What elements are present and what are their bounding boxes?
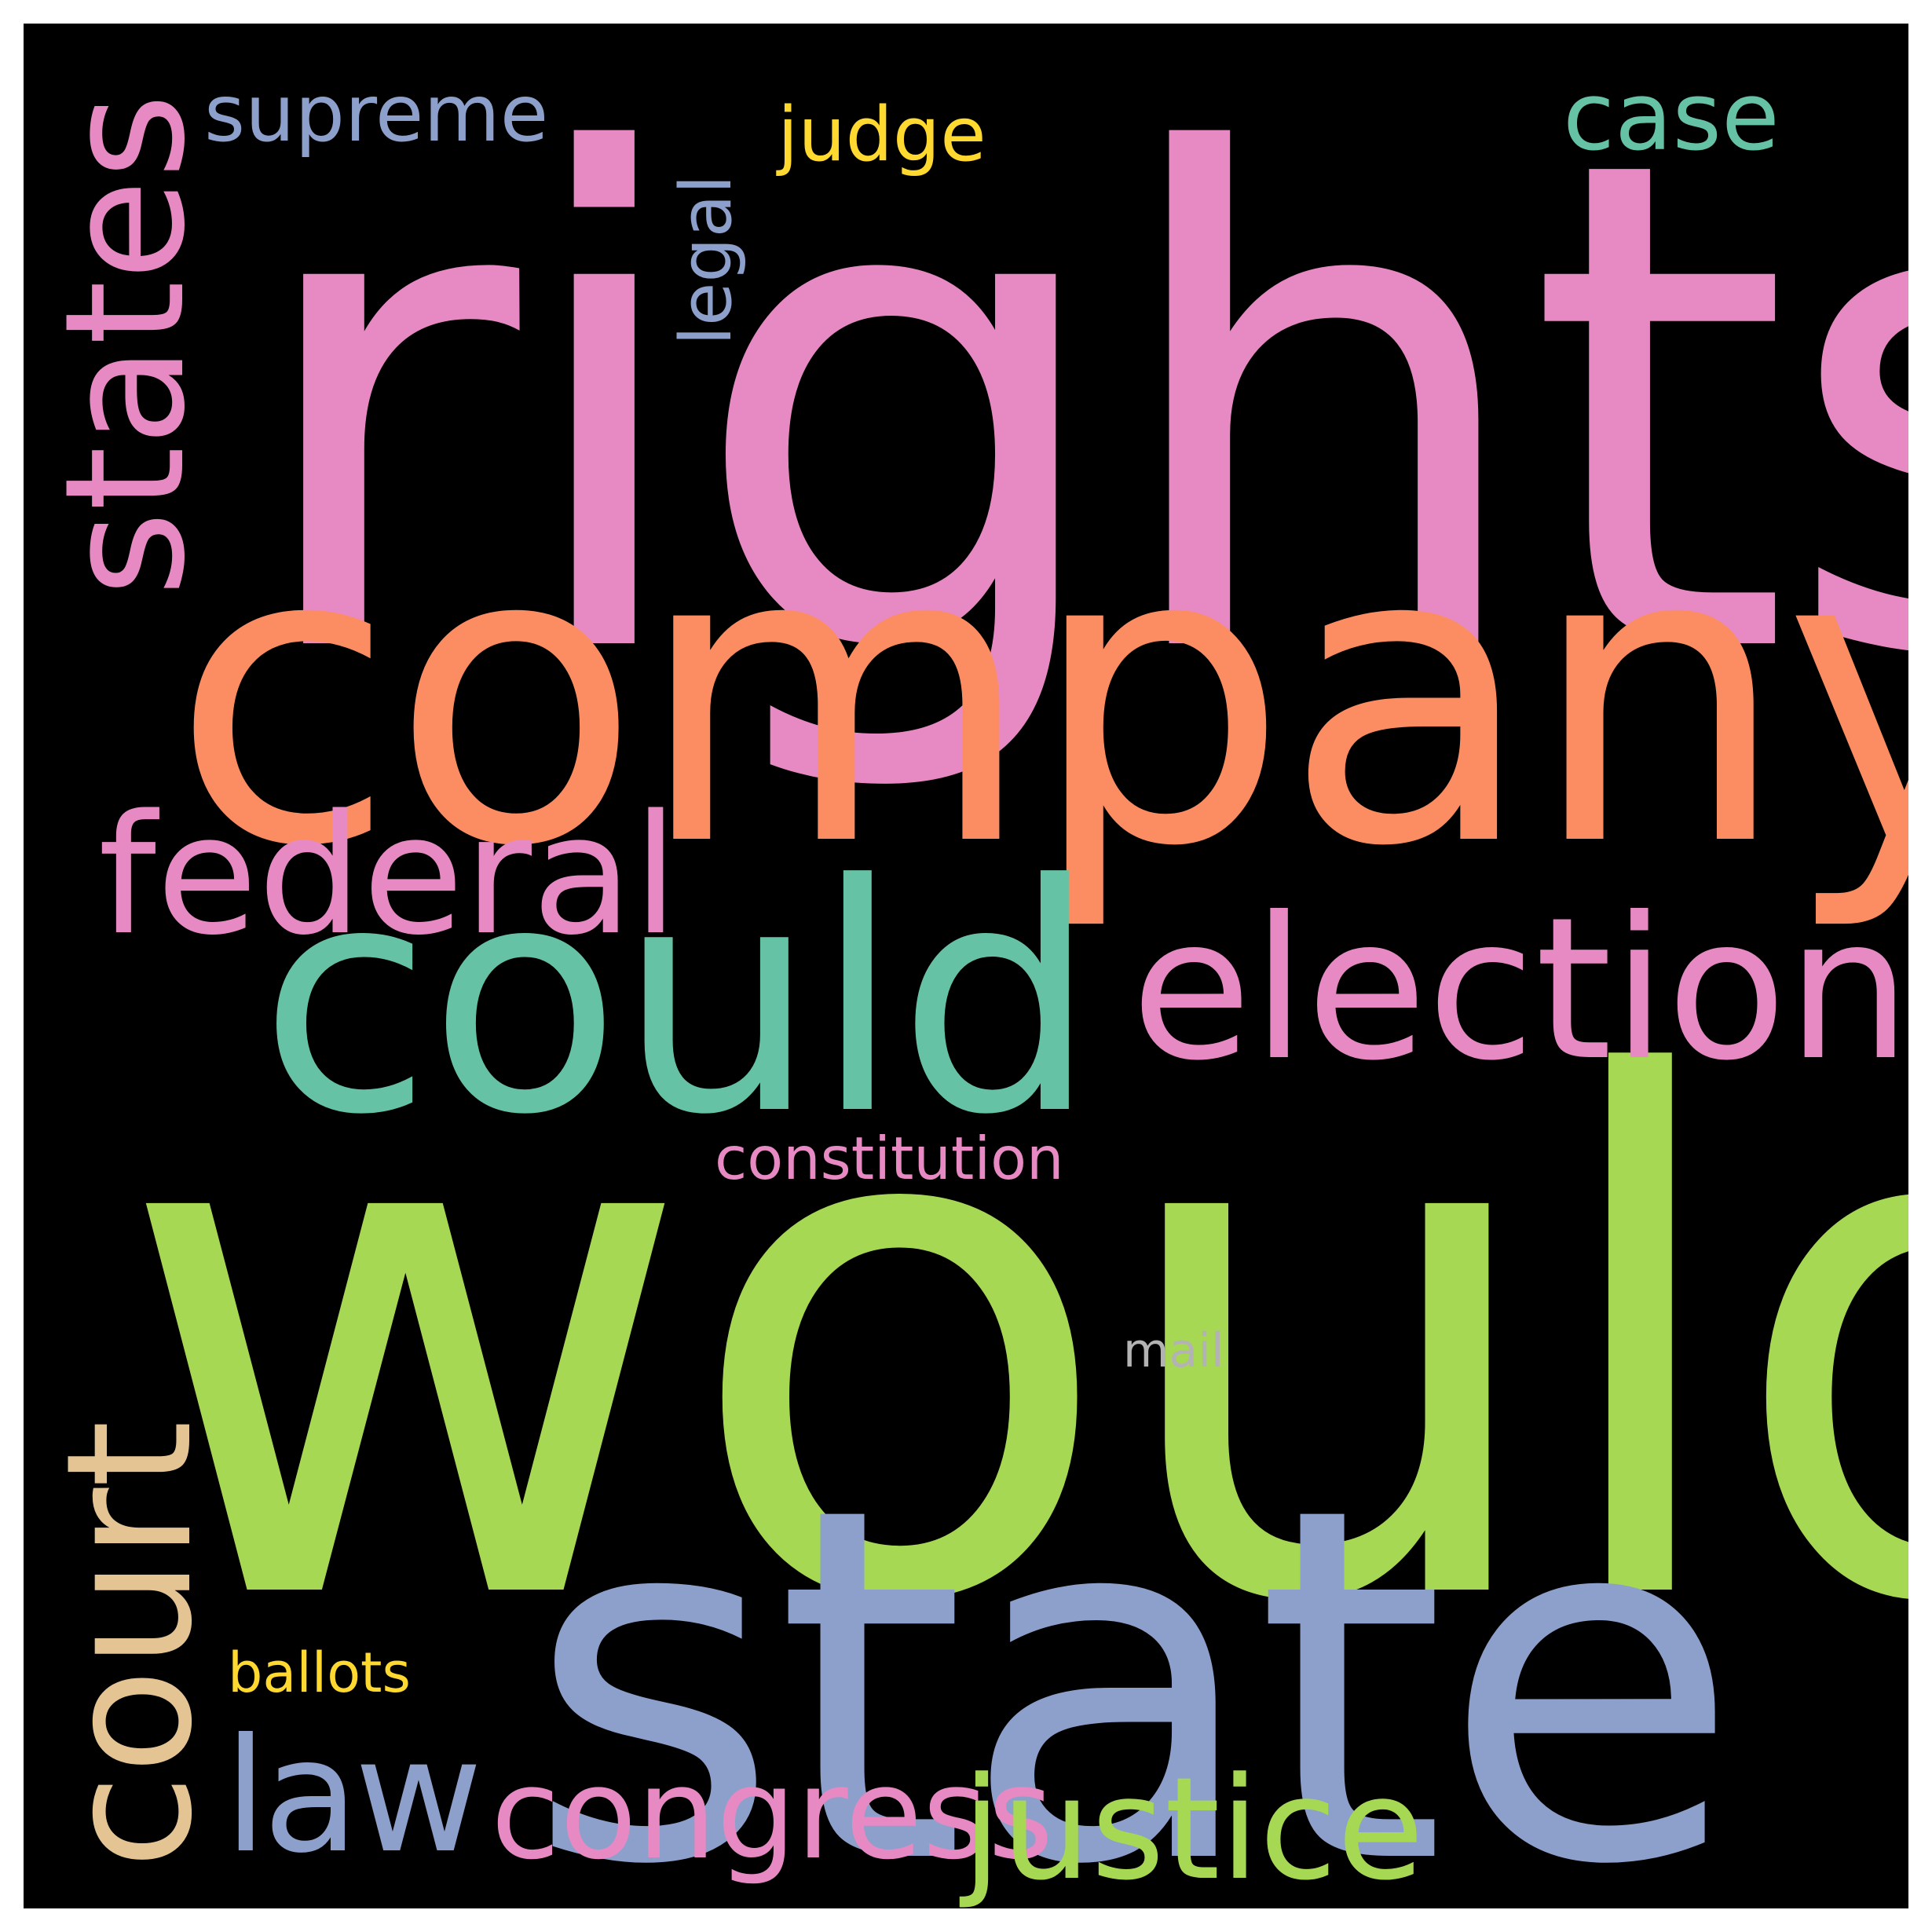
word-mail: mail xyxy=(1123,1323,1224,1378)
word-supreme: supreme xyxy=(204,68,549,159)
word-election: election xyxy=(1131,875,1908,1103)
word-legal: legal xyxy=(665,174,748,346)
word-rights: rights xyxy=(242,24,1908,803)
word-law: law xyxy=(224,1705,483,1888)
word-congress: congress xyxy=(491,1740,1054,1887)
word-states: states xyxy=(29,93,221,597)
word-judge: judge xyxy=(778,92,986,178)
word-cloud: rights company would state could electio… xyxy=(24,24,1908,1908)
word-court: court xyxy=(29,1420,230,1869)
word-company: company xyxy=(171,459,1908,935)
word-federal: federal xyxy=(98,779,679,971)
word-state: state xyxy=(526,1405,1741,1909)
word-justice: justice xyxy=(962,1747,1425,1908)
word-could: could xyxy=(259,818,1097,1184)
word-ballots: ballots xyxy=(228,1641,411,1705)
word-case: case xyxy=(1563,63,1780,172)
word-would: would xyxy=(116,935,1908,1757)
word-constitution: constitution xyxy=(715,1124,1064,1193)
